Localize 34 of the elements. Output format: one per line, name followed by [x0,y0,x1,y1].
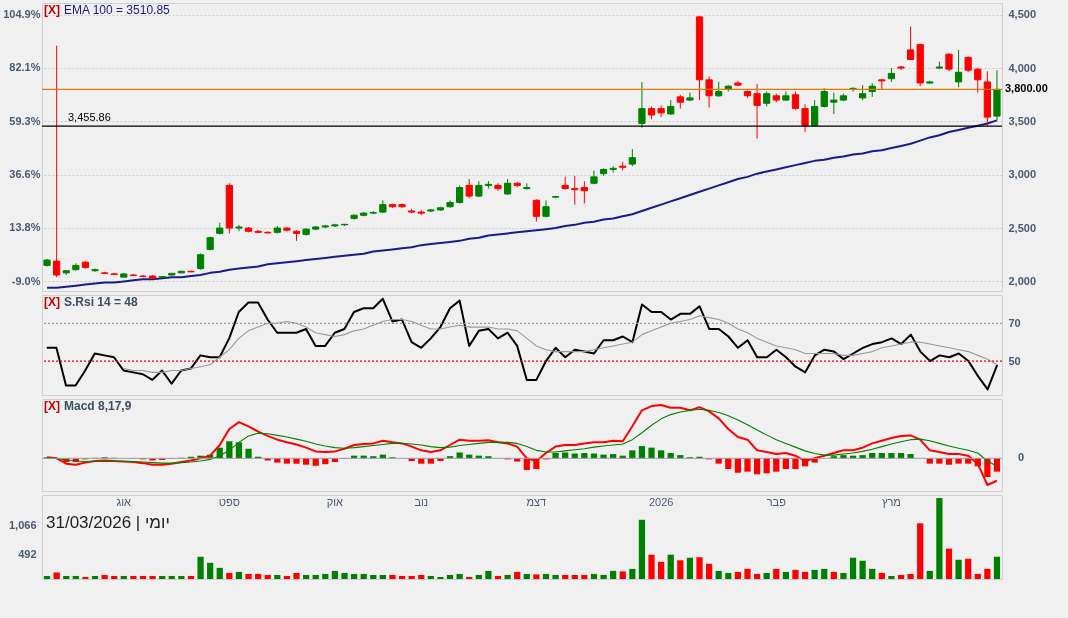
annotation: [X] [44,3,60,17]
x-tick-label: דצמ [526,495,547,508]
y-tick-label: 70 [1008,316,1021,329]
y2-tick-label: 82.1% [9,61,41,74]
y2-tick-label: 104.9% [3,7,41,20]
text: 0 [1018,451,1025,464]
x-tick-label: 2026 [648,495,674,508]
ref-line-label: 3,800.00 [1005,82,1048,95]
y2-tick-label: 59.3% [9,114,41,127]
y2-tick-label: 36.6% [9,167,41,180]
y2-tick-label: -9.0% [11,274,41,287]
x-tick-label: ספט [218,495,240,508]
y-tick-label: 4,000 [1008,61,1037,74]
y-tick-label: 3,000 [1008,168,1037,181]
y-tick-label: 492 [18,547,37,560]
y-tick-label: 2,000 [1008,274,1037,287]
y2-tick-label: 13.8% [9,221,41,234]
text: EMA 100 = 3510.85 [64,3,171,17]
y-tick-label: 50 [1008,354,1021,367]
chart-title: Macd 8,17,9 [64,399,132,413]
chart-title: S.Rsi 14 = 48 [64,295,139,309]
x-tick-label: אוג [116,495,132,508]
x-tick-label: מרץ [881,495,901,508]
ref-line-label: 3,455.86 [68,111,111,124]
x-tick-label: אוק [326,495,344,508]
y-tick-label: 4,500 [1008,8,1037,21]
text: יומי | 31/03/2026 [46,513,170,532]
y-tick-label: 2,500 [1008,221,1037,234]
annotation: [X] [44,295,60,309]
annotation: [X] [44,399,60,413]
y-tick-label: 3,500 [1008,114,1037,127]
x-tick-label: פבר [766,495,787,508]
x-tick-label: נוב [414,495,429,508]
y-tick-label: 1,066 [8,518,37,531]
